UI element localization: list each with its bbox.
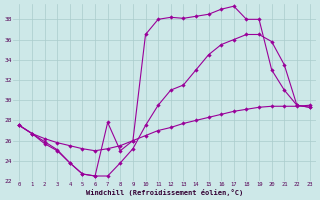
X-axis label: Windchill (Refroidissement éolien,°C): Windchill (Refroidissement éolien,°C) <box>86 189 243 196</box>
